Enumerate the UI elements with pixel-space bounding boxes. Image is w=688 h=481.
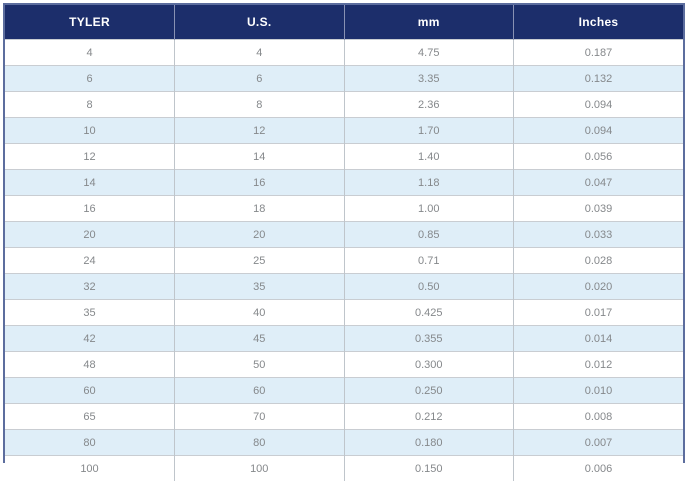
table-cell: 35 [5,300,175,326]
table-cell: 0.187 [514,40,684,66]
table-cell: 60 [5,378,175,404]
table-cell: 0.047 [514,170,684,196]
table-cell: 12 [175,118,345,144]
table-cell: 6 [175,66,345,92]
table-cell: 70 [175,404,345,430]
table-cell: 18 [175,196,345,222]
table-cell: 0.039 [514,196,684,222]
header-row: TYLER U.S. mm Inches [5,5,683,40]
table-cell: 3.35 [344,66,514,92]
table-cell: 0.028 [514,248,684,274]
table-cell: 1.00 [344,196,514,222]
table-cell: 0.132 [514,66,684,92]
table-cell: 45 [175,326,345,352]
table-cell: 25 [175,248,345,274]
table-cell: 14 [175,144,345,170]
table-cell: 10 [5,118,175,144]
table-cell: 2.36 [344,92,514,118]
table-cell: 0.425 [344,300,514,326]
table-cell: 0.008 [514,404,684,430]
table-cell: 32 [5,274,175,300]
column-header-inches: Inches [514,5,684,40]
table-cell: 42 [5,326,175,352]
table-cell: 0.300 [344,352,514,378]
table-cell: 20 [5,222,175,248]
table-cell: 8 [5,92,175,118]
table-cell: 65 [5,404,175,430]
table-cell: 1.18 [344,170,514,196]
table-cell: 0.094 [514,118,684,144]
table-cell: 0.355 [344,326,514,352]
table-cell: 24 [5,248,175,274]
column-header-us: U.S. [175,5,345,40]
table-cell: 35 [175,274,345,300]
table-cell: 0.020 [514,274,684,300]
table-cell: 4 [175,40,345,66]
table-cell: 16 [5,196,175,222]
table-cell: 80 [5,430,175,456]
table-cell: 0.017 [514,300,684,326]
table-cell: 4.75 [344,40,514,66]
table-cell: 0.212 [344,404,514,430]
table-cell: 0.056 [514,144,684,170]
table-cell: 40 [175,300,345,326]
table-cell: 0.007 [514,430,684,456]
table-cell: 100 [175,456,345,481]
table-cell: 0.180 [344,430,514,456]
table-cell: 0.010 [514,378,684,404]
table-cell: 0.012 [514,352,684,378]
table-cell: 0.033 [514,222,684,248]
table-cell: 1.70 [344,118,514,144]
table-cell: 0.150 [344,456,514,481]
table-cell: 1.40 [344,144,514,170]
table-cell: 6 [5,66,175,92]
table-cell: 16 [175,170,345,196]
table-cell: 12 [5,144,175,170]
table-cell: 80 [175,430,345,456]
table-cell: 0.014 [514,326,684,352]
table-cell: 4 [5,40,175,66]
table-cell: 60 [175,378,345,404]
table-cell: 0.71 [344,248,514,274]
table-cell: 0.50 [344,274,514,300]
table-cell: 0.094 [514,92,684,118]
table-cell: 20 [175,222,345,248]
table-cell: 14 [5,170,175,196]
column-header-tyler: TYLER [5,5,175,40]
table-cell: 50 [175,352,345,378]
table-cell: 0.250 [344,378,514,404]
column-header-mm: mm [344,5,514,40]
table-cell: 8 [175,92,345,118]
table-cell: 48 [5,352,175,378]
table-cell: 100 [5,456,175,481]
table-cell: 0.85 [344,222,514,248]
table-cell: 0.006 [514,456,684,481]
